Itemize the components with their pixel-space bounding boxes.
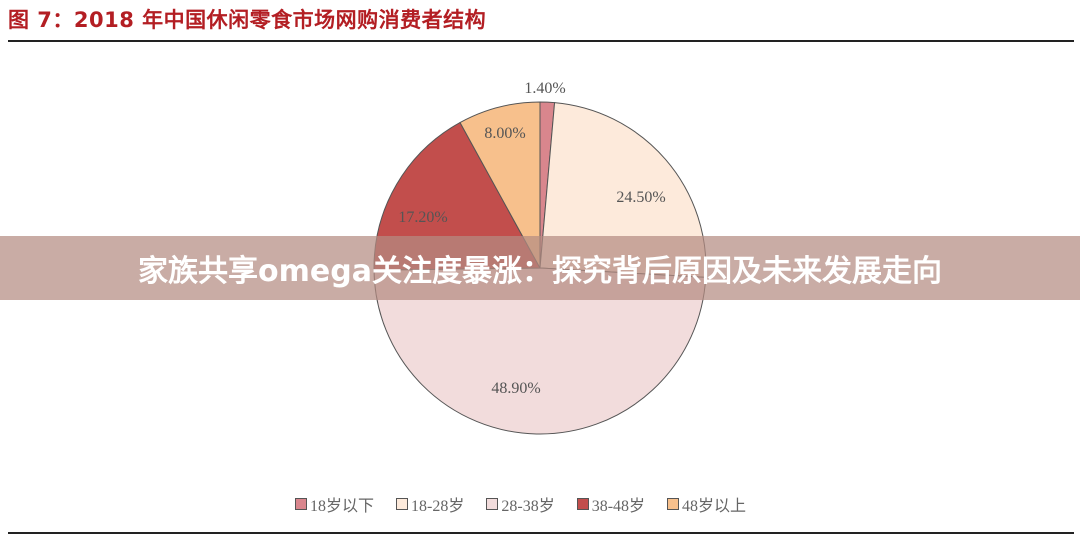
title-divider — [8, 40, 1074, 42]
legend-item-38-48: 38-48岁 — [576, 492, 646, 516]
chart-legend: 18岁以下 18-28岁 28-38岁 38-48岁 48岁以上 — [295, 492, 768, 516]
label-18-28: 24.50% — [616, 189, 665, 206]
legend-swatch — [396, 498, 409, 510]
bottom-divider — [8, 532, 1074, 534]
label-38-48: 17.20% — [398, 209, 447, 226]
legend-swatch — [576, 498, 589, 510]
pie-slice-2 — [373, 267, 707, 435]
legend-label: 18-28岁 — [411, 498, 465, 515]
legend-label: 18岁以下 — [310, 498, 375, 515]
legend-swatch — [486, 498, 499, 510]
legend-label: 48岁以上 — [682, 498, 747, 515]
label-over-48: 8.00% — [484, 125, 525, 142]
legend-label: 38-48岁 — [591, 498, 646, 515]
legend-item-over-48: 48岁以上 — [667, 492, 746, 516]
pie-slices — [373, 101, 707, 435]
legend-swatch — [667, 498, 680, 510]
banner-text: 家族共享omega关注度暴涨：探究背后原因及未来发展走向 — [138, 254, 942, 289]
legend-item-28-38: 28-38岁 — [486, 492, 555, 516]
legend-item-under-18: 18岁以下 — [295, 492, 374, 516]
legend-item-18-28: 18-28岁 — [396, 492, 464, 516]
legend-label: 28-38岁 — [501, 498, 555, 515]
legend-swatch — [295, 498, 307, 510]
figure-title: 图 7：2018 年中国休闲零食市场网购消费者结构 — [8, 8, 487, 32]
pie-slice-4 — [459, 101, 541, 269]
overlay-banner: 家族共享omega关注度暴涨：探究背后原因及未来发展走向 — [0, 236, 1080, 300]
label-under-18: 1.40% — [524, 80, 565, 97]
label-28-38: 48.90% — [491, 380, 540, 397]
